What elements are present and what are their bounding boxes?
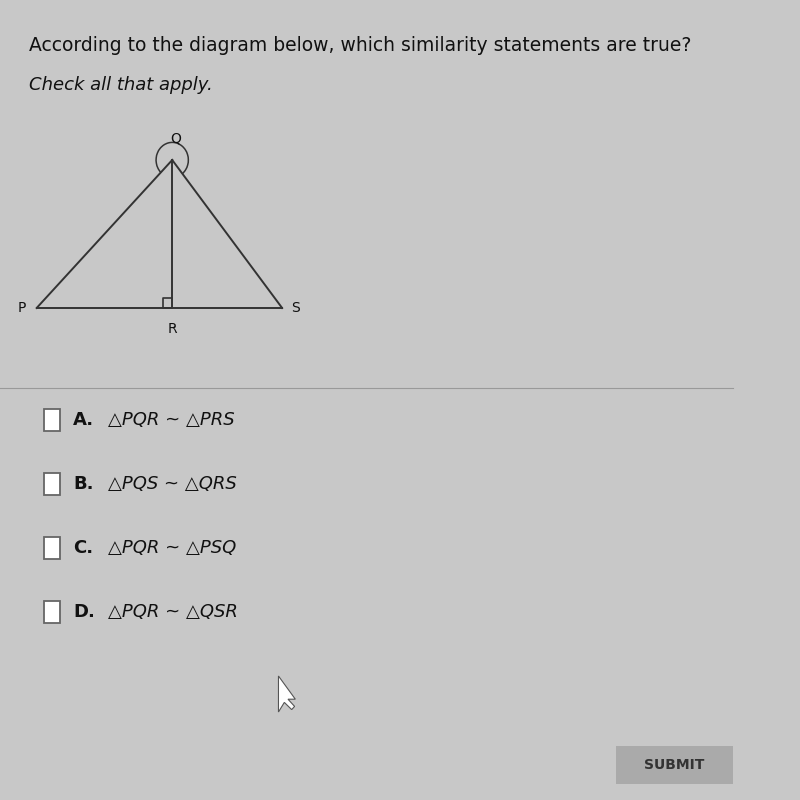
Polygon shape [278,676,295,712]
Bar [615,746,762,784]
Text: C.: C. [74,539,94,557]
Text: Check all that apply.: Check all that apply. [30,76,213,94]
Text: B.: B. [74,475,94,493]
Text: D.: D. [74,603,95,621]
Text: P: P [18,301,26,315]
Text: Q: Q [170,131,182,146]
Text: According to the diagram below, which similarity statements are true?: According to the diagram below, which si… [30,36,692,55]
Bar [44,601,60,623]
Bar [44,409,60,431]
Text: △PQR ~ △PRS: △PQR ~ △PRS [108,411,234,429]
Text: △PQS ~ △QRS: △PQS ~ △QRS [108,475,237,493]
Bar [44,537,60,559]
Text: A.: A. [74,411,94,429]
Bar [44,473,60,495]
Text: SUBMIT: SUBMIT [644,758,704,772]
Text: △PQR ~ △PSQ: △PQR ~ △PSQ [108,539,236,557]
Text: S: S [291,301,300,315]
Text: R: R [167,322,177,336]
Text: △PQR ~ △QSR: △PQR ~ △QSR [108,603,238,621]
